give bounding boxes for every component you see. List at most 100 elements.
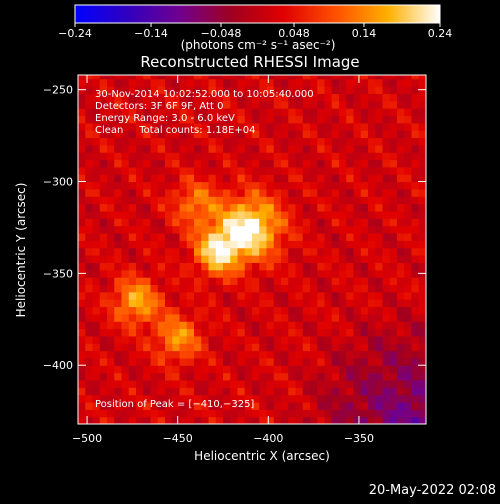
heatmap-cell [295, 321, 304, 330]
heatmap-cell [78, 166, 86, 175]
heatmap-cell [157, 255, 166, 263]
heatmap-cell [172, 86, 181, 94]
heatmap-cell [324, 218, 333, 227]
heatmap-cell [157, 401, 166, 410]
heatmap-cell [310, 335, 318, 344]
heatmap-cell [295, 240, 304, 249]
heatmap-cell [78, 181, 86, 190]
heatmap-cell [339, 144, 347, 153]
heatmap-cell [215, 166, 224, 175]
heatmap-cell [244, 401, 253, 410]
heatmap-cell [411, 321, 420, 330]
heatmap-cell [172, 255, 181, 263]
heatmap-cell [288, 86, 297, 94]
heatmap-cell [85, 269, 94, 278]
heatmap-cell [382, 379, 391, 388]
heatmap-cell [223, 255, 231, 263]
heatmap-cell [194, 122, 202, 131]
heatmap-cell [78, 188, 86, 197]
heatmap-cell [302, 394, 311, 403]
heatmap-cell [324, 108, 333, 117]
heatmap-cell [237, 225, 246, 234]
heatmap-cell [368, 328, 376, 337]
heatmap-cell [266, 350, 275, 359]
heatmap-cell [302, 203, 311, 212]
heatmap-cell [259, 152, 268, 161]
heatmap-cell [143, 174, 152, 183]
heatmap-cell [281, 108, 289, 117]
heatmap-cell [107, 196, 115, 205]
heatmap-cell [375, 115, 384, 124]
heatmap-cell [252, 159, 260, 168]
heatmap-cell [230, 144, 239, 153]
heatmap-cell [237, 188, 246, 197]
heatmap-cell [331, 394, 340, 403]
heatmap-cell [404, 174, 413, 183]
heatmap-cell [317, 291, 326, 300]
heatmap-cell [230, 75, 239, 80]
heatmap-cell [273, 181, 282, 190]
heatmap-cell [143, 416, 152, 424]
heatmap-cell [397, 387, 405, 396]
heatmap-cell [99, 262, 108, 271]
heatmap-cell [128, 291, 137, 300]
heatmap-cell [397, 78, 405, 87]
heatmap-cell [208, 262, 217, 271]
heatmap-cell [121, 188, 130, 197]
heatmap-cell [157, 299, 166, 308]
heatmap-cell [295, 86, 304, 94]
heatmap-cell [368, 387, 376, 396]
heatmap-cell [397, 306, 405, 315]
heatmap-cell [136, 262, 144, 271]
heatmap-cell [237, 313, 246, 322]
heatmap-cell [317, 284, 326, 293]
heatmap-cell [128, 218, 137, 227]
heatmap-cell [404, 78, 413, 87]
heatmap-cell [339, 262, 347, 271]
heatmap-cell [128, 335, 137, 344]
heatmap-cell [382, 210, 391, 219]
heatmap-cell [85, 328, 94, 337]
heatmap-cell [382, 284, 391, 293]
heatmap-cell [317, 196, 326, 205]
heatmap-cell [107, 394, 115, 403]
heatmap-cell [223, 401, 231, 410]
heatmap-cell [397, 188, 405, 197]
heatmap-cell [339, 137, 347, 146]
heatmap-cell [368, 93, 376, 102]
heatmap-cell [114, 232, 123, 241]
heatmap-cell [360, 321, 369, 330]
heatmap-cell [150, 75, 159, 80]
heatmap-cell [310, 122, 318, 131]
heatmap-cell [223, 166, 231, 175]
heatmap-cell [360, 181, 369, 190]
heatmap-cell [136, 93, 144, 102]
heatmap-cell [353, 247, 362, 256]
heatmap-cell [78, 130, 86, 139]
heatmap-cell [418, 144, 426, 153]
heatmap-cell [418, 255, 426, 263]
heatmap-cell [273, 306, 282, 315]
heatmap-cell [273, 93, 282, 102]
heatmap-cell [85, 350, 94, 359]
heatmap-cell [85, 232, 94, 241]
heatmap-cell [201, 379, 210, 388]
heatmap-cell [259, 100, 268, 109]
heatmap-cell [273, 350, 282, 359]
heatmap-cell [150, 166, 159, 175]
heatmap-cell [252, 181, 260, 190]
heatmap-cell [310, 137, 318, 146]
heatmap-cell [230, 93, 239, 102]
heatmap-cell [368, 379, 376, 388]
heatmap-cell [295, 343, 304, 352]
heatmap-cell [172, 122, 181, 131]
heatmap-cell [302, 122, 311, 131]
heatmap-cell [346, 181, 355, 190]
colorbar-tick-label: 0.14 [352, 27, 377, 40]
plot-frame [77, 74, 427, 425]
heatmap-cell [121, 144, 130, 153]
heatmap-cell [317, 210, 326, 219]
heatmap-cell [237, 100, 246, 109]
heatmap-cell [150, 328, 159, 337]
heatmap-cell [288, 262, 297, 271]
